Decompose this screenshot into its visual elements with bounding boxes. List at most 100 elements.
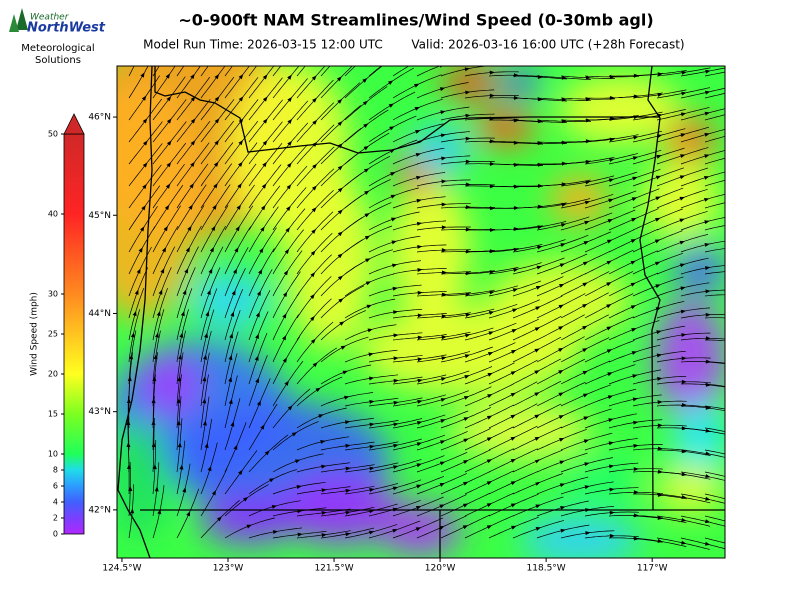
stream-arrow xyxy=(345,466,351,471)
stream-arrow xyxy=(363,123,369,128)
stream-arrow xyxy=(729,222,734,227)
stream-arrow xyxy=(560,223,567,227)
stream-arrow xyxy=(311,52,317,58)
stream-arrow xyxy=(655,175,662,180)
stream-arrow xyxy=(511,349,517,354)
stream-arrow xyxy=(486,415,493,420)
stream-arrow xyxy=(441,356,447,361)
stream-arrow xyxy=(393,378,399,383)
stream-arrow xyxy=(211,225,216,232)
streamline xyxy=(704,225,725,231)
lon-label: 121.5°W xyxy=(314,564,353,574)
wind-blob xyxy=(390,180,470,320)
stream-arrow xyxy=(126,398,131,404)
stream-arrow xyxy=(138,247,143,253)
stream-arrow xyxy=(534,436,541,441)
stream-arrow xyxy=(415,152,422,157)
stream-arrow xyxy=(704,154,710,159)
stream-arrow xyxy=(704,197,710,202)
stream-arrow xyxy=(311,75,317,81)
stream-arrow xyxy=(271,505,278,509)
stream-arrow xyxy=(609,158,615,162)
stream-arrow xyxy=(513,268,519,272)
stream-arrow xyxy=(559,460,565,465)
stream-arrow xyxy=(362,78,368,83)
stream-arrow xyxy=(582,370,588,375)
stream-arrow xyxy=(413,59,419,65)
stream-arrow xyxy=(389,126,395,131)
wind-blob xyxy=(442,66,498,100)
streamline xyxy=(704,383,725,387)
stream-arrow xyxy=(229,333,234,339)
streamline xyxy=(320,66,331,77)
stream-arrow xyxy=(681,379,687,384)
stream-arrow xyxy=(315,387,321,393)
stream-arrow xyxy=(488,331,494,336)
stream-arrow xyxy=(262,96,268,102)
stream-arrow xyxy=(510,414,516,419)
stream-arrow xyxy=(238,74,244,80)
stream-arrow xyxy=(584,462,590,467)
stream-arrow xyxy=(393,443,399,448)
stream-arrow xyxy=(391,240,397,245)
colorbar-extend xyxy=(63,113,85,135)
stream-arrow xyxy=(344,395,350,400)
stream-arrow xyxy=(489,290,495,295)
stream-arrow xyxy=(705,474,711,479)
stream-arrow xyxy=(704,242,710,247)
logo-sub-box: Meteorological Solutions xyxy=(21,43,94,66)
stream-arrow xyxy=(486,481,493,486)
stream-arrow xyxy=(414,106,420,111)
stream-arrow xyxy=(364,190,370,195)
stream-arrow xyxy=(487,394,493,399)
stream-arrow xyxy=(312,362,318,368)
stream-arrow xyxy=(291,432,298,437)
stream-arrow xyxy=(365,281,372,286)
stream-arrow xyxy=(214,118,220,124)
colorbar-tick-label: 20 xyxy=(48,370,58,379)
stream-arrow xyxy=(535,306,541,311)
wind-blob xyxy=(450,400,590,460)
stream-arrow xyxy=(417,290,423,295)
stream-arrow xyxy=(337,231,343,237)
stream-arrow xyxy=(440,398,447,402)
stream-arrow xyxy=(142,183,147,190)
stream-arrow xyxy=(606,326,612,331)
stream-arrow xyxy=(310,293,315,300)
stream-arrow xyxy=(730,316,735,320)
stream-arrow xyxy=(463,438,469,443)
stream-arrow xyxy=(166,162,172,168)
stream-arrow xyxy=(679,196,685,201)
stream-arrow xyxy=(345,510,351,515)
stream-arrow xyxy=(190,73,195,80)
stream-arrow xyxy=(462,503,469,508)
stream-arrow xyxy=(632,397,639,402)
stream-arrow xyxy=(286,205,291,212)
stream-arrow xyxy=(182,289,187,295)
colorbar-tick-label: 40 xyxy=(48,210,58,219)
wind-blob xyxy=(655,300,725,420)
stream-arrow xyxy=(439,87,446,92)
wind-blob xyxy=(490,260,630,340)
stream-arrow xyxy=(208,268,213,274)
lon-label: 124.5°W xyxy=(102,564,141,574)
stream-arrow xyxy=(704,519,711,524)
stream-arrow xyxy=(387,56,393,62)
lon-label: 117°W xyxy=(637,564,668,574)
stream-arrow xyxy=(465,136,471,141)
stream-arrow xyxy=(336,76,342,82)
stream-arrow xyxy=(362,100,368,106)
stream-arrow xyxy=(681,495,687,500)
stream-arrow xyxy=(535,285,542,290)
stream-arrow xyxy=(679,218,685,223)
stream-arrow xyxy=(510,436,516,441)
stream-arrow xyxy=(463,417,469,422)
stream-arrow xyxy=(632,374,638,379)
stream-arrow xyxy=(417,335,423,340)
lat-label: 42°N xyxy=(88,505,111,515)
streamline xyxy=(224,66,233,77)
stream-arrow xyxy=(204,442,209,449)
stream-arrow xyxy=(310,272,316,278)
stream-arrow xyxy=(679,263,686,268)
wind-blob xyxy=(140,355,200,415)
